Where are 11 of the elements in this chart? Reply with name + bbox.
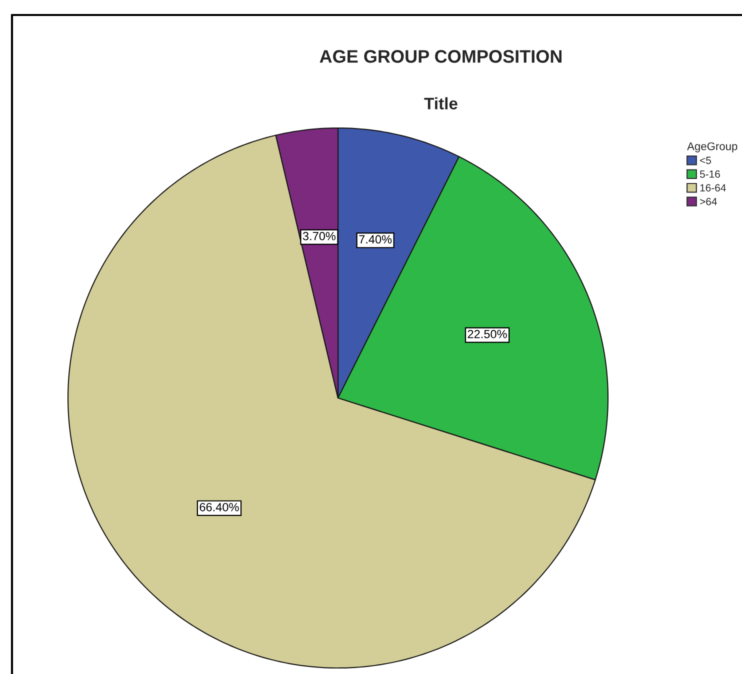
chart-title: AGE GROUP COMPOSITION [320,50,562,63]
data-label: 7.40% [359,235,392,244]
legend-label: <5 [700,156,711,164]
legend-title: AgeGroup [687,142,738,152]
data-label: 3.70% [302,232,336,240]
chart-subtitle: Title [424,97,458,110]
legend-label: 5-16 [700,170,720,178]
legend-label: 16-64 [700,184,726,192]
data-label: 22.50% [468,330,507,338]
data-label: 66.40% [200,502,239,512]
legend-label: >64 [700,198,717,206]
